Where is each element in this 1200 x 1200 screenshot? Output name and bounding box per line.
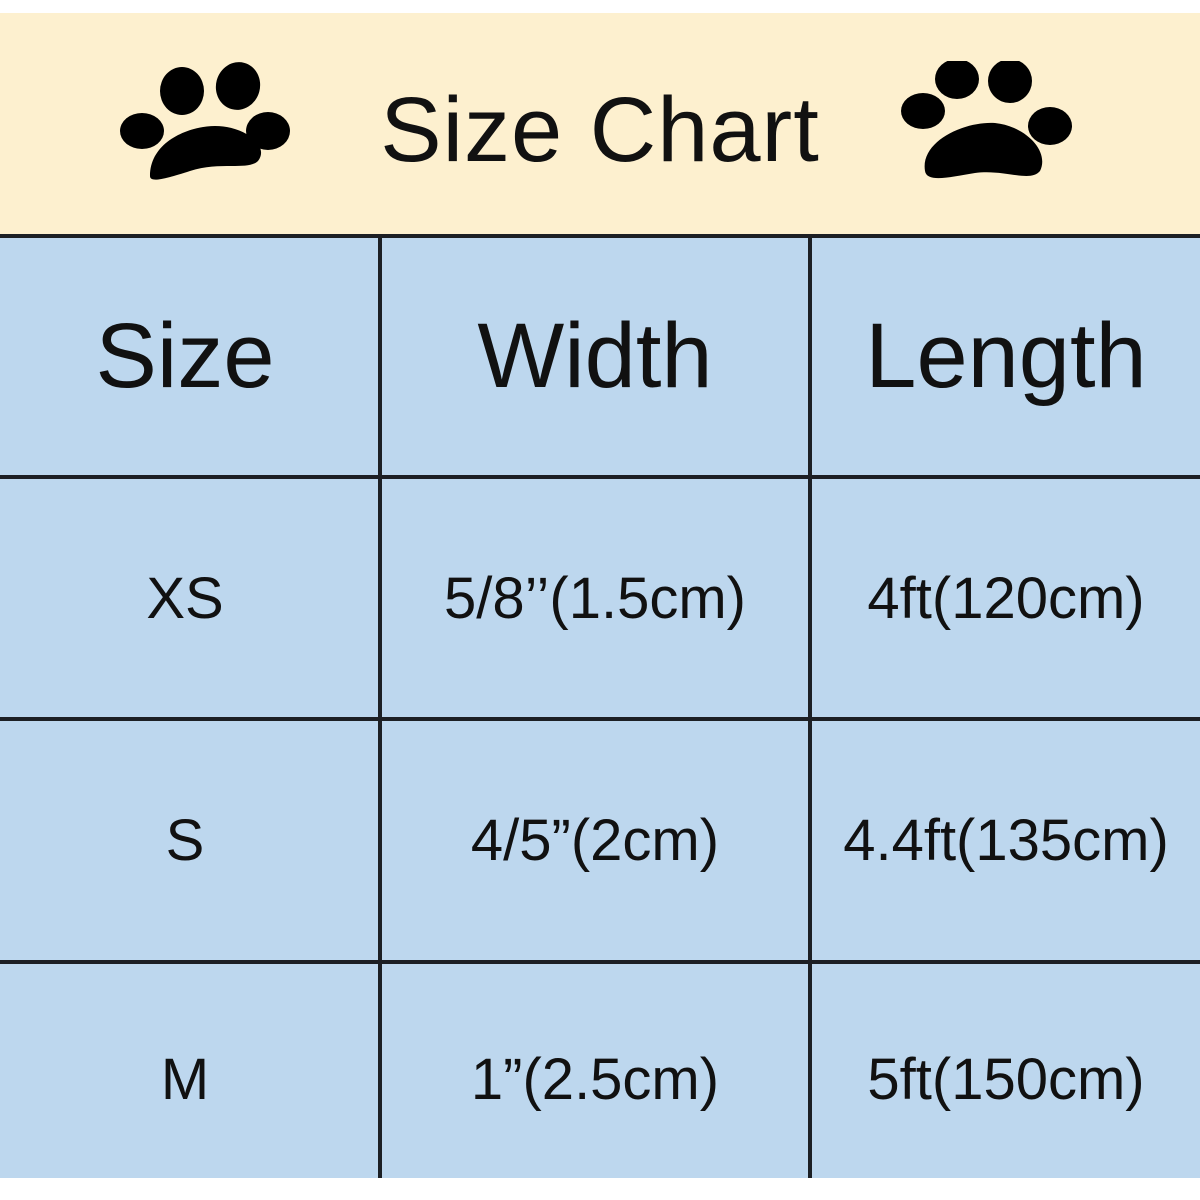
paw-print-icon [120,62,290,180]
column-divider [378,238,382,1178]
row-divider [0,475,1200,479]
row-xs-size: XS [146,565,224,631]
size-chart-banner: Size Chart [0,13,1200,234]
row-xs-length: 4ft(120cm) [867,565,1145,631]
row-s-length: 4.4ft(135cm) [843,808,1169,873]
page-title: Size Chart [380,79,820,181]
header-width: Width [477,305,713,407]
row-divider [0,960,1200,964]
row-m-size: M [160,1046,210,1112]
row-xs-width: 5/8’’(1.5cm) [444,565,746,631]
row-m-width: 1”(2.5cm) [470,1046,720,1112]
row-divider [0,717,1200,721]
header-length: Length [865,305,1147,407]
row-s-width: 4/5”(2cm) [470,808,720,873]
header-size: Size [95,305,275,407]
row-s-size: S [165,808,205,873]
size-table: Size Width Length XS 5/8’’(1.5cm) 4ft(12… [0,234,1200,1178]
column-divider [808,238,812,1178]
row-m-length: 5ft(150cm) [867,1046,1145,1112]
paw-print-icon [901,61,1072,179]
